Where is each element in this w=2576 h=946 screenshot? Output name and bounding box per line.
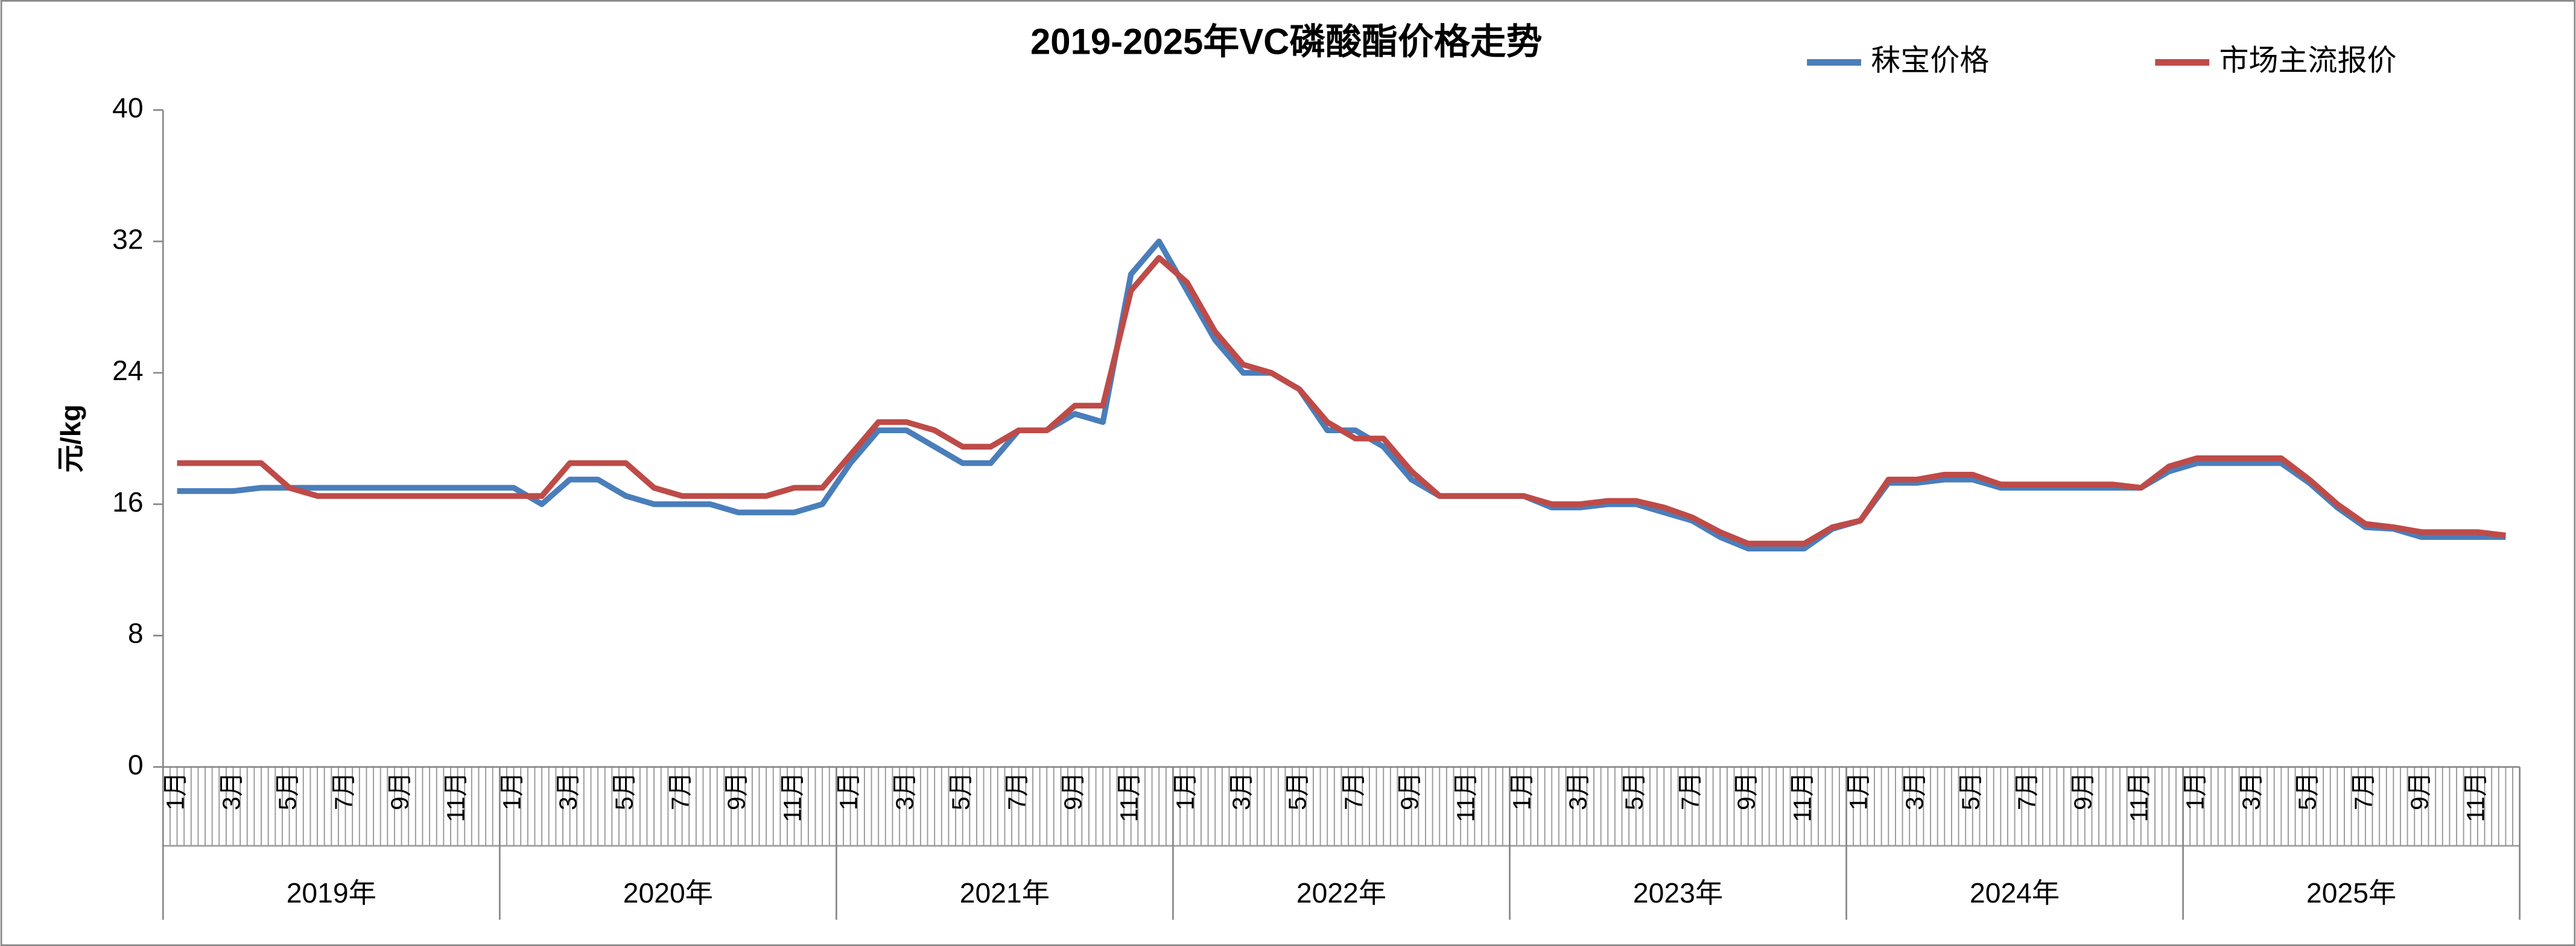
x-tick-label: 7月 xyxy=(2350,772,2378,810)
year-label: 2020年 xyxy=(623,877,713,909)
x-tick-label: 3月 xyxy=(1564,772,1592,810)
x-tick-label: 3月 xyxy=(1227,772,1255,810)
x-tick-label: 1月 xyxy=(834,772,862,810)
x-tick-label: 5月 xyxy=(610,772,638,810)
x-tick-label: 7月 xyxy=(1340,772,1368,810)
y-tick-label: 32 xyxy=(112,223,143,255)
x-tick-label: 1月 xyxy=(1171,772,1199,810)
x-tick-label: 1月 xyxy=(2181,772,2209,810)
x-tick-label: 11月 xyxy=(442,772,469,822)
x-tick-label: 1月 xyxy=(161,772,189,810)
y-tick-label: 40 xyxy=(112,92,143,124)
x-tick-label: 7月 xyxy=(329,772,357,810)
x-tick-label: 5月 xyxy=(273,772,301,810)
x-tick-label: 9月 xyxy=(2069,772,2097,810)
legend-label: 市场主流报价 xyxy=(2219,44,2397,77)
year-label: 2023年 xyxy=(1633,877,1723,909)
x-tick-label: 3月 xyxy=(1901,772,1929,810)
x-tick-label: 3月 xyxy=(554,772,582,810)
y-tick-label: 24 xyxy=(112,355,143,386)
x-tick-label: 3月 xyxy=(217,772,245,810)
year-label: 2019年 xyxy=(287,877,376,909)
year-label: 2022年 xyxy=(1296,877,1386,909)
y-tick-label: 0 xyxy=(128,749,144,780)
x-tick-label: 9月 xyxy=(1059,772,1087,810)
x-tick-label: 5月 xyxy=(1957,772,1985,810)
x-tick-label: 5月 xyxy=(2294,772,2321,810)
x-tick-label: 1月 xyxy=(498,772,525,810)
y-tick-label: 16 xyxy=(112,486,143,518)
x-tick-label: 9月 xyxy=(385,772,413,810)
y-axis-label: 元/kg xyxy=(55,404,86,472)
year-label: 2025年 xyxy=(2306,877,2396,909)
year-label: 2024年 xyxy=(1970,877,2060,909)
chart-title: 2019-2025年VC磷酸酯价格走势 xyxy=(1030,21,1543,62)
legend-label: 秣宝价格 xyxy=(1871,44,1989,77)
x-tick-label: 7月 xyxy=(1677,772,1704,810)
x-tick-label: 11月 xyxy=(1452,772,1480,822)
x-tick-label: 5月 xyxy=(1283,772,1311,810)
series-line xyxy=(177,255,2506,547)
year-label: 2021年 xyxy=(960,877,1050,909)
x-tick-label: 11月 xyxy=(1789,772,1816,822)
x-tick-label: 5月 xyxy=(1620,772,1648,810)
x-tick-label: 3月 xyxy=(890,772,918,810)
x-tick-label: 3月 xyxy=(2238,772,2265,810)
x-tick-label: 1月 xyxy=(1845,772,1873,810)
x-tick-label: 11月 xyxy=(2125,772,2153,822)
x-tick-label: 9月 xyxy=(1396,772,1424,810)
x-tick-label: 11月 xyxy=(2462,772,2490,822)
x-tick-label: 11月 xyxy=(1115,772,1143,822)
x-tick-label: 9月 xyxy=(1733,772,1760,810)
x-tick-label: 11月 xyxy=(778,772,806,822)
y-tick-label: 8 xyxy=(128,618,144,649)
x-tick-label: 9月 xyxy=(722,772,750,810)
x-tick-label: 7月 xyxy=(1003,772,1030,810)
x-tick-label: 7月 xyxy=(666,772,694,810)
x-tick-label: 5月 xyxy=(947,772,974,810)
x-tick-label: 7月 xyxy=(2013,772,2041,810)
x-tick-label: 9月 xyxy=(2406,772,2434,810)
x-tick-label: 1月 xyxy=(1508,772,1536,810)
